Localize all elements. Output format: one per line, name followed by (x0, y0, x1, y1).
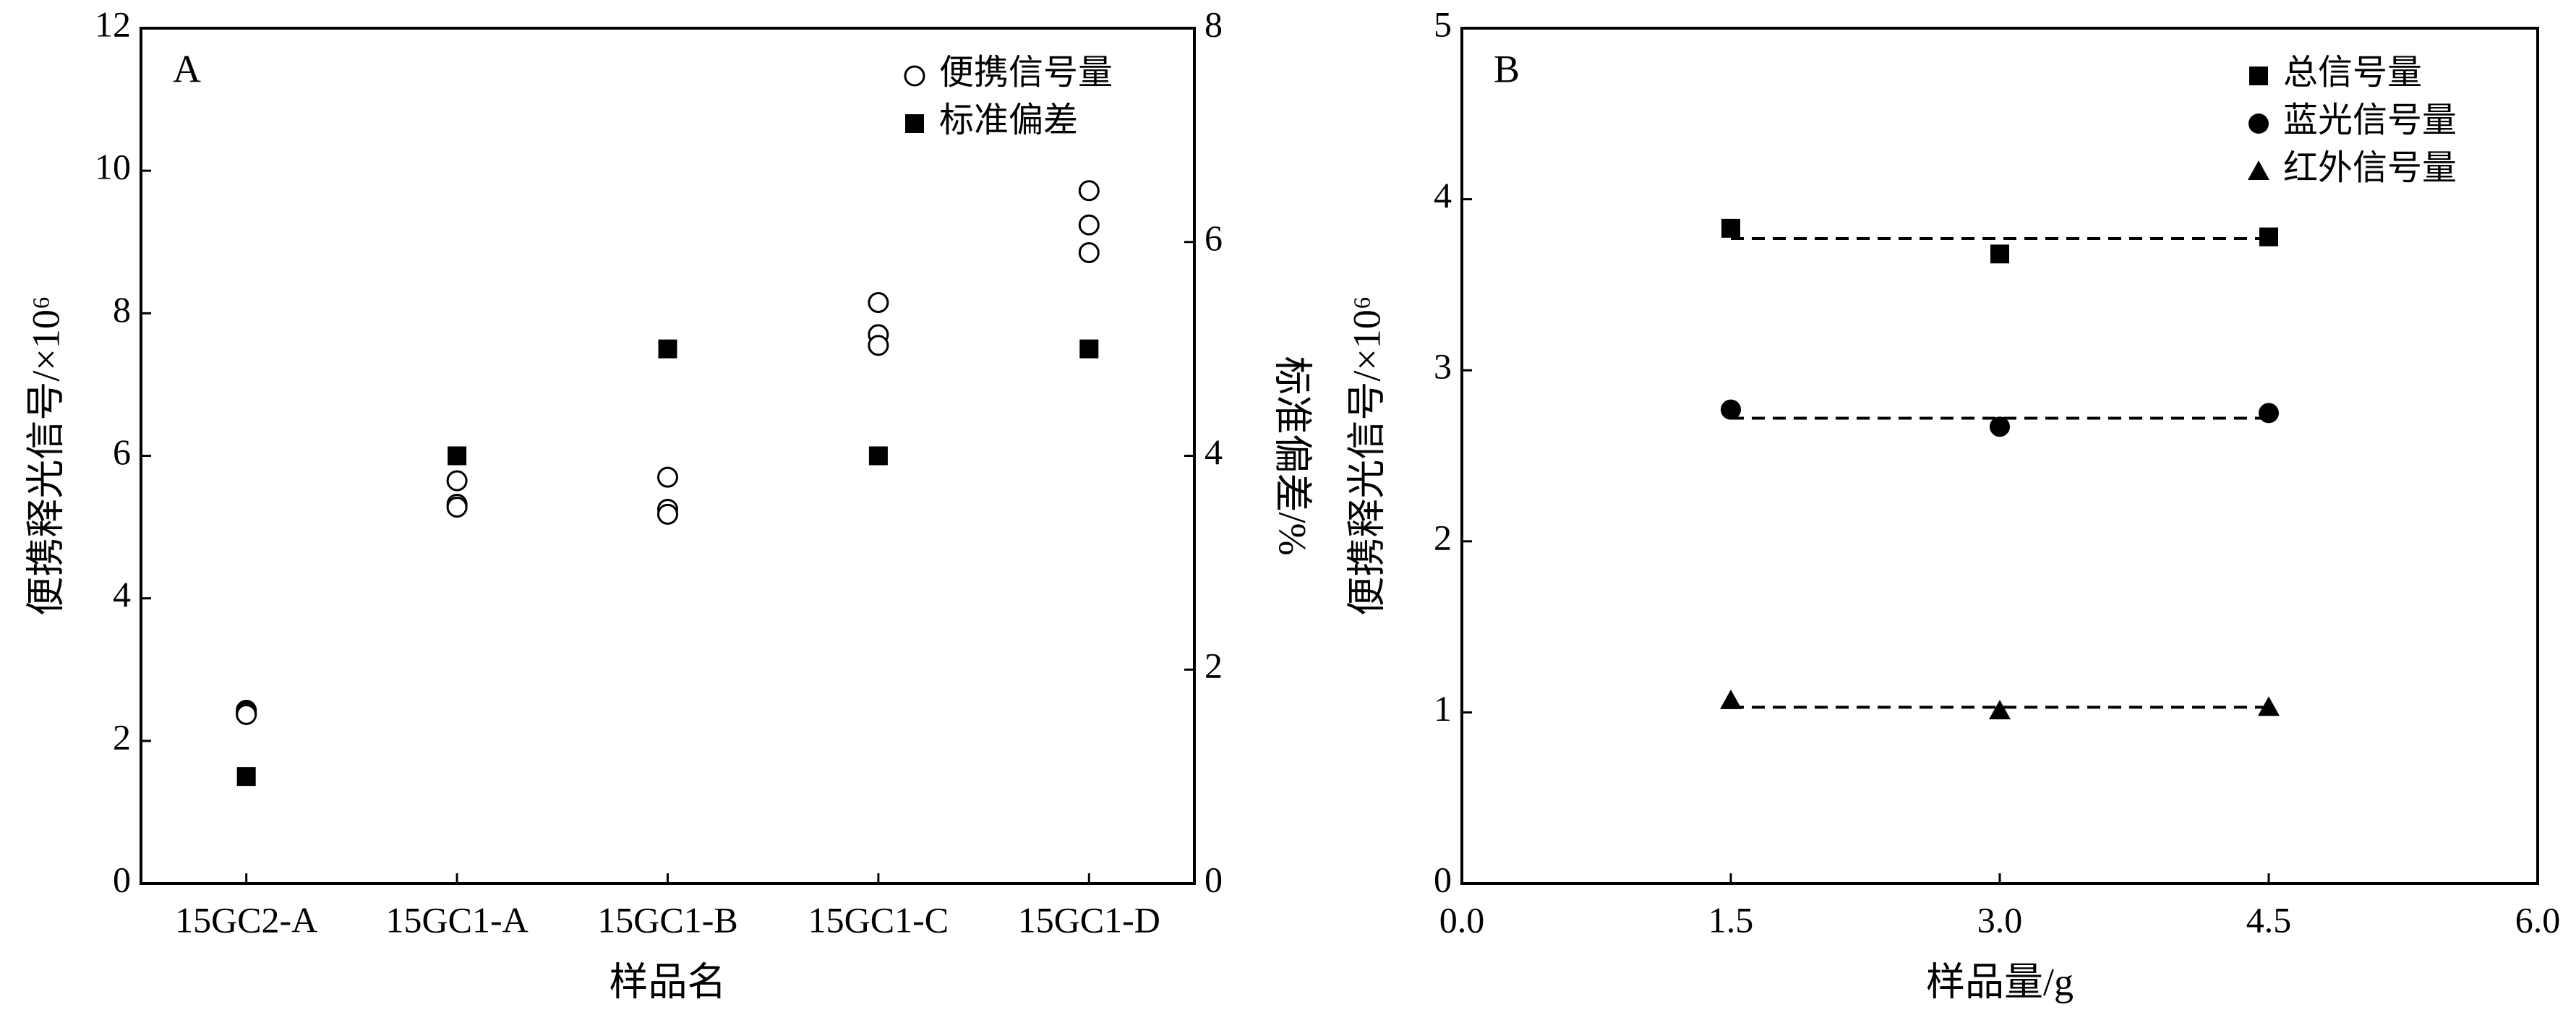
x-tick-label: 15GC1-C (808, 899, 949, 940)
marker (1078, 214, 1100, 236)
marker (2258, 696, 2280, 716)
x-tick-label: 0.0 (1439, 899, 1485, 940)
y-tick-label: 6 (113, 432, 131, 472)
legend-marker (2248, 114, 2269, 134)
x-tick-label: 15GC1-A (385, 899, 528, 940)
marker (236, 703, 257, 725)
x-tick-label: 15GC1-B (597, 899, 737, 940)
y-tick-label: 4 (113, 574, 131, 614)
marker (2259, 227, 2278, 247)
marker (2259, 403, 2279, 424)
y-tick-label: 0 (113, 859, 131, 899)
x-axis-label: 样品名 (609, 960, 727, 1003)
marker (657, 503, 678, 525)
marker (236, 767, 256, 787)
y2-tick-label: 4 (1204, 432, 1223, 472)
legend-label: 总信号量 (2283, 53, 2422, 92)
y-tick-label: 1 (1434, 688, 1452, 729)
x-tick-label: 15GC1-D (1018, 899, 1160, 940)
panel-label: A (173, 47, 201, 90)
y-tick-label: 2 (113, 716, 131, 757)
legend-label: 便携信号量 (939, 53, 1113, 92)
marker (1078, 242, 1100, 264)
legend-label: 标准偏差 (939, 101, 1078, 140)
marker (1720, 689, 1742, 709)
y2-tick-label: 6 (1204, 218, 1223, 258)
marker (657, 466, 678, 488)
marker (658, 339, 677, 359)
y-tick-label: 12 (95, 4, 131, 44)
y-axis-label: 便携释光信号/×10⁶ (24, 296, 67, 615)
marker (1079, 339, 1099, 359)
x-tick-label: 6.0 (2515, 899, 2561, 940)
y-tick-label: 3 (1434, 346, 1452, 387)
y2-tick-label: 2 (1204, 646, 1223, 686)
x-tick-label: 1.5 (1708, 899, 1754, 940)
y-tick-label: 2 (1434, 517, 1452, 557)
marker (868, 292, 889, 314)
marker (1721, 399, 1741, 420)
legend-marker (2248, 160, 2269, 180)
marker (1990, 244, 2009, 264)
y2-tick-label: 0 (1204, 859, 1223, 899)
x-tick-label: 3.0 (1977, 899, 2023, 940)
marker (868, 335, 889, 356)
legend-marker (904, 65, 925, 87)
y-tick-label: 0 (1434, 859, 1452, 899)
legend-marker (2249, 67, 2268, 85)
plot-frame (1460, 27, 2539, 885)
marker (446, 470, 468, 492)
y-axis-label: 便携释光信号/×10⁶ (1345, 296, 1388, 615)
panel-label: B (1494, 47, 1520, 90)
marker (1721, 218, 1740, 238)
marker (1990, 416, 2010, 437)
legend-label: 红外信号量 (2283, 149, 2457, 187)
x-tick-label: 15GC2-A (175, 899, 317, 940)
y-tick-label: 5 (1434, 4, 1452, 44)
y-tick-label: 4 (1434, 175, 1452, 215)
marker (448, 446, 467, 466)
y-tick-label: 8 (113, 289, 131, 330)
y-tick-label: 10 (95, 147, 131, 187)
x-tick-label: 4.5 (2246, 899, 2292, 940)
marker (1078, 180, 1100, 202)
x-axis-label: 样品量/g (1926, 960, 2074, 1003)
marker (868, 446, 888, 466)
y2-axis-label: 标准偏差/% (1271, 356, 1314, 556)
marker (1989, 700, 2011, 720)
plot-frame (140, 27, 1196, 885)
legend-marker (905, 114, 924, 133)
y2-tick-label: 8 (1204, 4, 1223, 44)
marker (446, 496, 468, 518)
legend-label: 蓝光信号量 (2283, 101, 2457, 140)
